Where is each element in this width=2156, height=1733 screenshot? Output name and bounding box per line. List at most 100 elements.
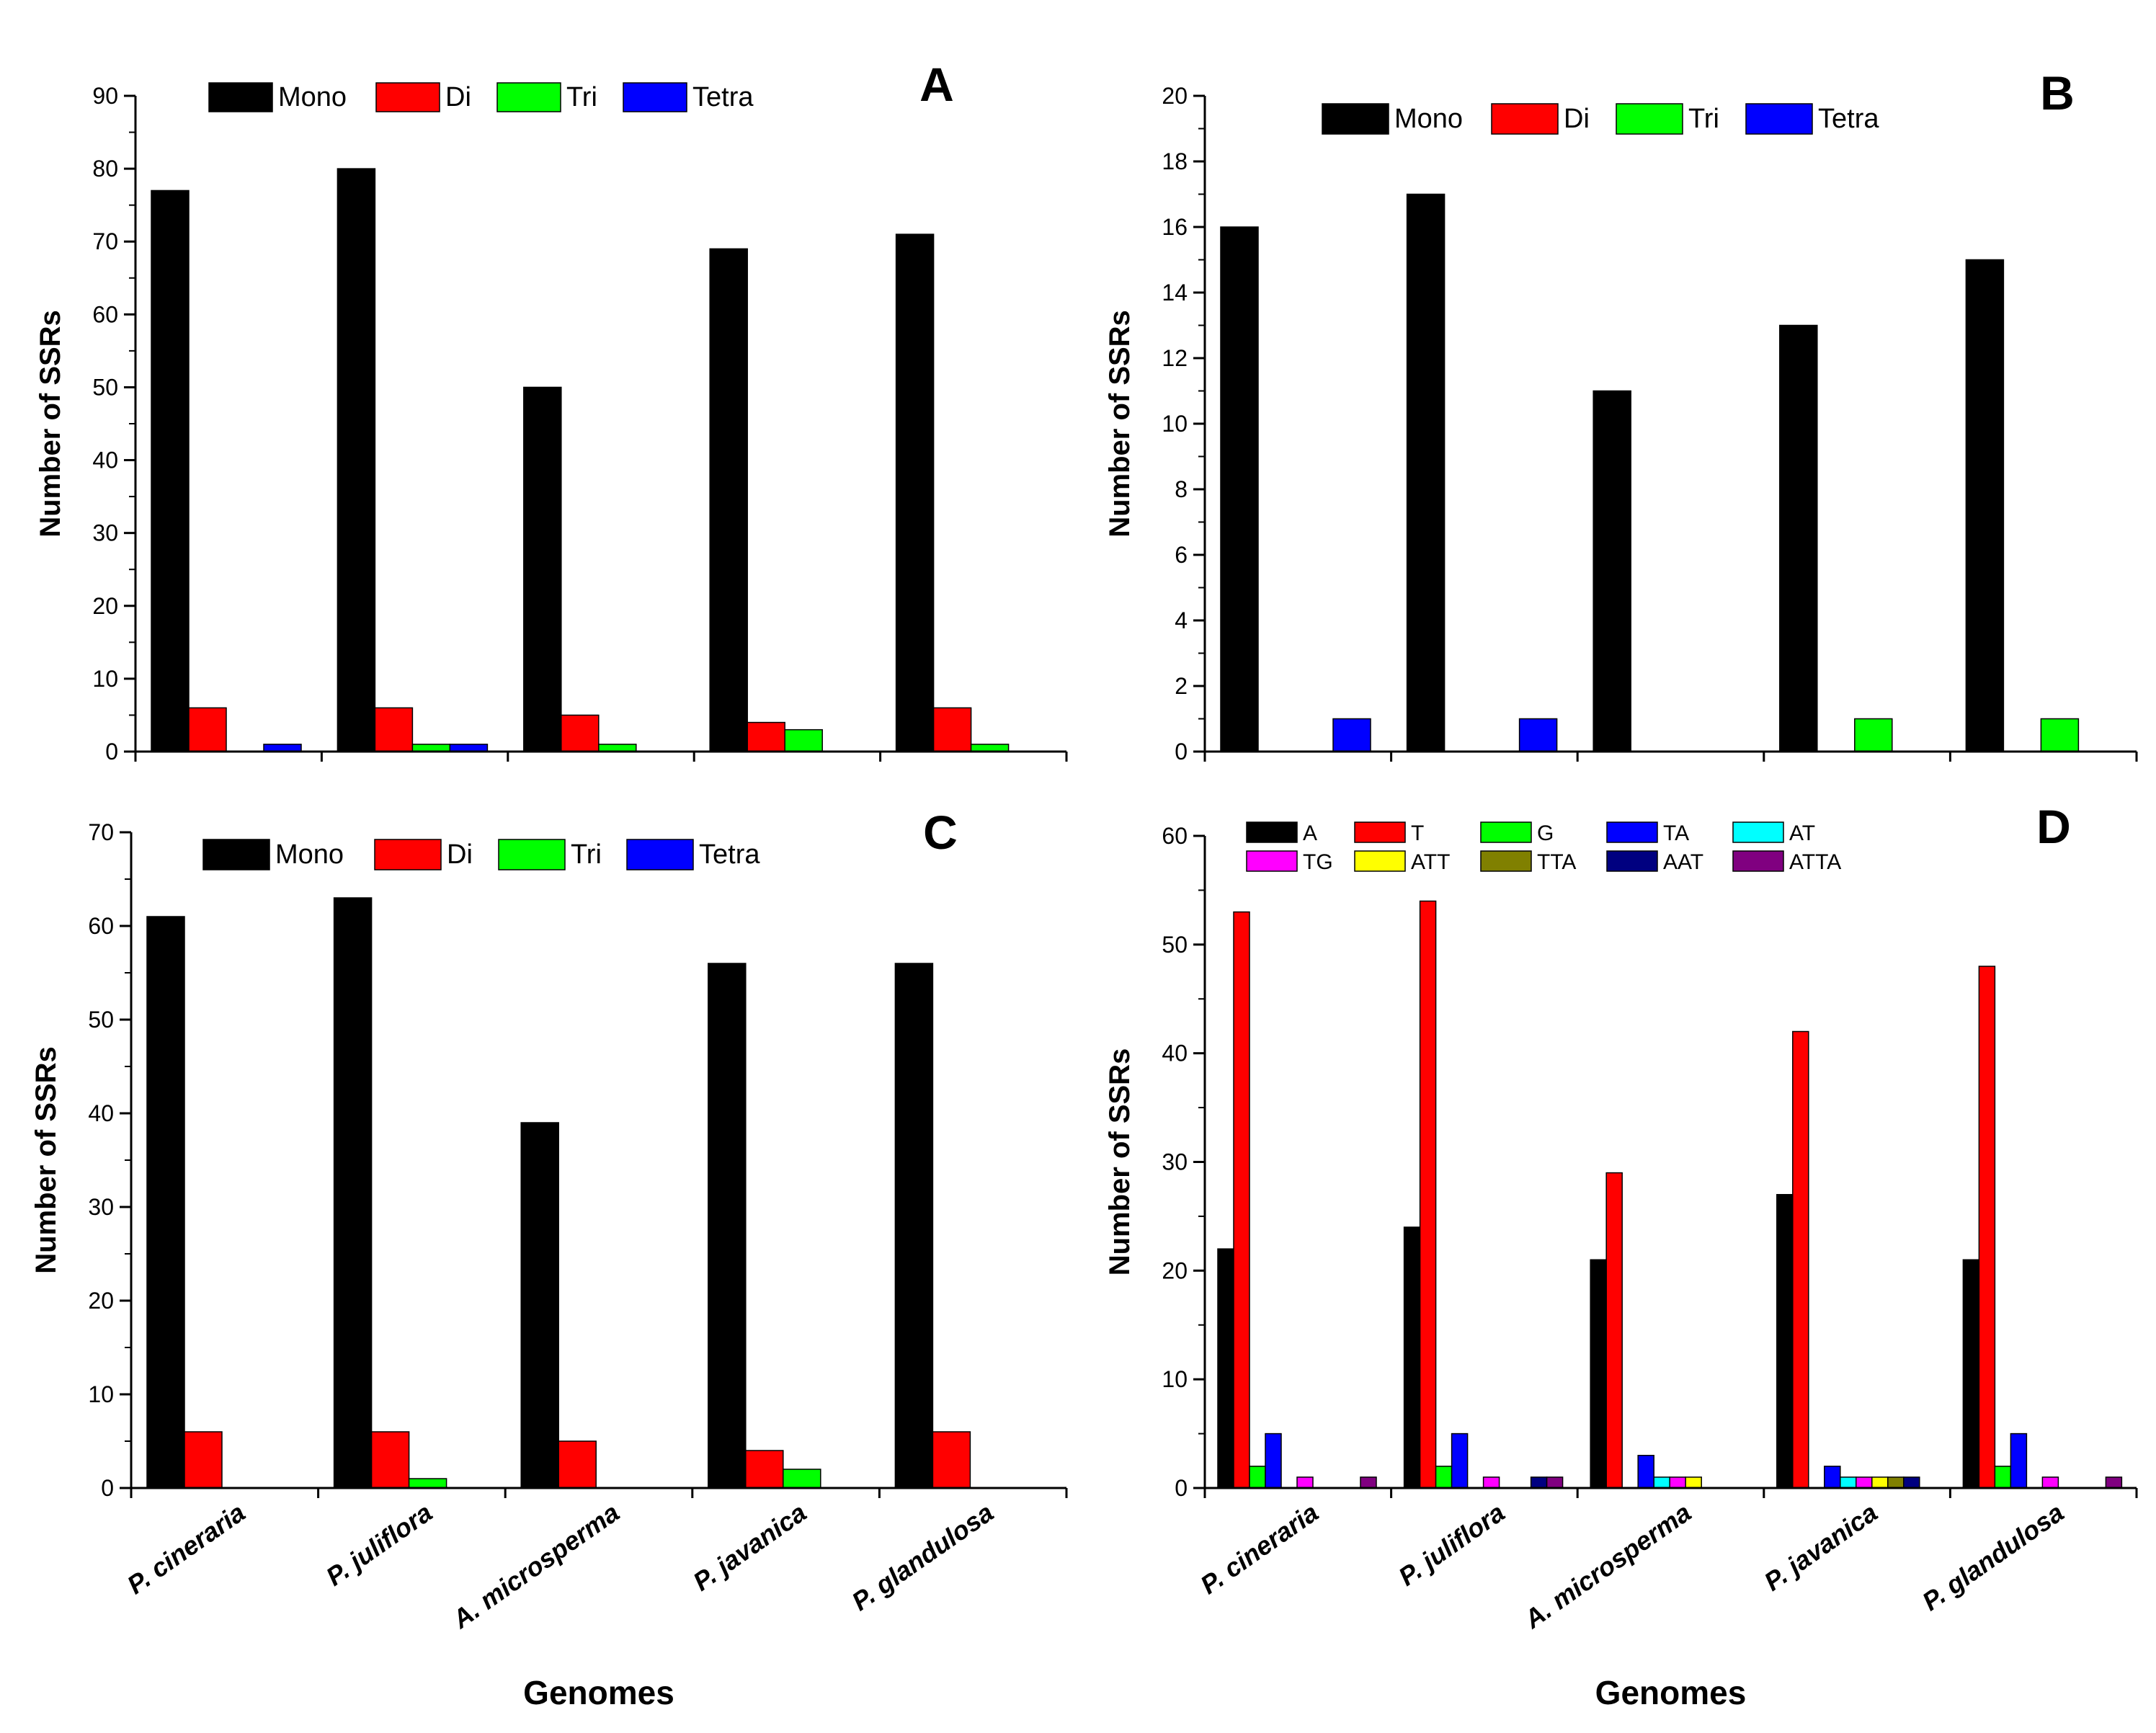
legend-label: TA	[1663, 821, 1689, 845]
y-tick-label: 16	[1162, 214, 1188, 240]
bar-tetra-0	[263, 744, 302, 752]
legend-label: Tetra	[699, 839, 760, 870]
bar-ta-3	[1824, 1466, 1841, 1489]
bar-di-1	[370, 1431, 410, 1489]
legend-label: Tri	[1688, 104, 1719, 134]
legend-swatch-tetra	[623, 82, 687, 112]
bar-tri-4	[970, 744, 1010, 752]
category-label: P. cineraria	[1195, 1497, 1324, 1600]
bar-aat-3	[1903, 1476, 1920, 1489]
y-tick-label: 50	[1162, 932, 1188, 958]
bar-mono-2	[1592, 390, 1631, 752]
category-label: P. javanica	[687, 1497, 811, 1597]
legend-label: Mono	[275, 839, 344, 870]
bar-di-3	[745, 1450, 784, 1489]
bar-mono-4	[894, 963, 934, 1489]
bar-g-0	[1249, 1466, 1266, 1489]
y-tick-label: 40	[92, 447, 118, 473]
y-tick-label: 20	[92, 593, 118, 619]
legend-swatch-att	[1354, 850, 1406, 872]
bar-att-2	[1685, 1476, 1702, 1489]
y-tick-label: 90	[92, 83, 118, 109]
y-tick-label: 40	[1162, 1041, 1188, 1066]
y-tick-label: 10	[1162, 1366, 1188, 1392]
bar-a-4	[1962, 1259, 1980, 1489]
legend-swatch-a	[1246, 821, 1298, 843]
bar-di-1	[374, 707, 414, 752]
bar-mono-1	[337, 168, 376, 752]
bar-ta-1	[1451, 1433, 1469, 1489]
panel-letter: C	[923, 806, 958, 859]
y-tick-label: 30	[92, 520, 118, 546]
category-label: A. microsperma	[447, 1497, 625, 1634]
legend-swatch-di	[374, 839, 442, 870]
bar-mono-0	[1220, 226, 1259, 752]
bar-at-2	[1653, 1476, 1670, 1489]
y-axis-label: Number of SSRs	[1104, 1048, 1136, 1276]
legend-label: Tri	[571, 839, 602, 870]
y-tick-label: 60	[1162, 823, 1188, 849]
bar-a-1	[1403, 1226, 1421, 1489]
bar-tg-1	[1482, 1476, 1500, 1489]
bar-atta-0	[1360, 1476, 1377, 1489]
bar-mono-4	[1965, 259, 2005, 752]
legend-swatch-at	[1732, 821, 1784, 843]
bar-tg-0	[1296, 1476, 1314, 1489]
legend-label: TTA	[1537, 850, 1576, 874]
bar-ta-2	[1637, 1455, 1654, 1489]
bar-mono-2	[523, 386, 562, 752]
y-tick-label: 30	[88, 1194, 114, 1220]
y-tick-label: 20	[88, 1288, 114, 1314]
y-tick-label: 18	[1162, 148, 1188, 174]
legend-swatch-tg	[1246, 850, 1298, 872]
bar-att-3	[1871, 1476, 1889, 1489]
y-tick-label: 10	[92, 666, 118, 692]
bar-tg-2	[1669, 1476, 1686, 1489]
bar-mono-2	[520, 1122, 559, 1489]
legend-swatch-tetra	[626, 839, 694, 870]
legend-label: TG	[1303, 850, 1333, 874]
bar-mono-0	[151, 190, 190, 752]
bar-tetra-0	[1332, 718, 1371, 752]
bar-tg-3	[1856, 1476, 1873, 1489]
panel-letter: A	[919, 58, 954, 111]
y-tick-label: 20	[1162, 83, 1188, 109]
panel-letter: B	[2040, 66, 2075, 120]
bar-tri-2	[598, 744, 637, 752]
legend-swatch-tta	[1480, 850, 1532, 872]
legend-label: Tetra	[692, 82, 754, 112]
bar-tri-3	[783, 1469, 821, 1489]
bar-at-3	[1840, 1476, 1857, 1489]
category-label: P. glandulosa	[847, 1497, 999, 1616]
legend-swatch-g	[1480, 821, 1532, 843]
bar-di-3	[747, 721, 785, 752]
bar-mono-3	[708, 963, 747, 1489]
category-label: P. glandulosa	[1917, 1497, 2069, 1616]
bar-a-0	[1217, 1248, 1234, 1489]
bar-tri-3	[1854, 718, 1893, 752]
bar-mono-1	[1406, 193, 1446, 752]
legend-swatch-di	[1491, 103, 1559, 135]
legend-swatch-tri	[496, 82, 561, 112]
bar-tri-4	[2040, 718, 2080, 752]
bar-di-0	[188, 707, 227, 752]
y-tick-label: 10	[1162, 411, 1188, 437]
bar-mono-3	[1779, 324, 1818, 752]
bar-t-3	[1792, 1030, 1809, 1489]
y-tick-label: 20	[1162, 1257, 1188, 1283]
panel-b: 0 2 4 6 8 10 12 14 16 18 20 Number of SSRs B Mono Di Tr…	[1104, 66, 2138, 765]
legend-swatch-tri	[1616, 103, 1683, 135]
y-tick-label: 10	[88, 1381, 114, 1407]
legend-label: Tetra	[1818, 104, 1879, 134]
legend-label: ATT	[1411, 850, 1450, 874]
legend-label: Di	[447, 839, 473, 870]
bars	[1217, 900, 2123, 1489]
legend-label: Di	[1564, 104, 1590, 134]
bar-di-2	[561, 714, 600, 752]
legend-label: Di	[445, 82, 471, 112]
y-tick-label: 70	[88, 819, 114, 845]
panel-letter: D	[2036, 800, 2071, 853]
bar-t-0	[1233, 911, 1250, 1489]
